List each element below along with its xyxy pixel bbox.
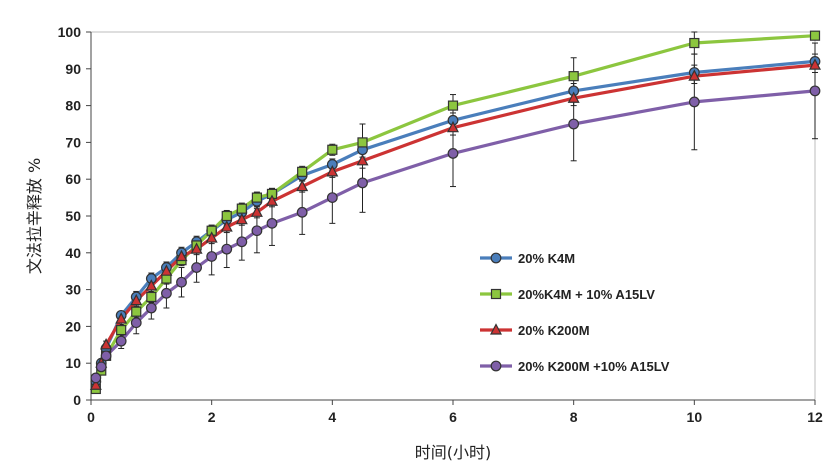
y-tick-label: 40 xyxy=(65,245,81,261)
x-tick-label: 0 xyxy=(87,409,95,425)
series-4-point xyxy=(568,118,580,130)
series-4-point xyxy=(176,276,187,288)
series-3-point xyxy=(115,312,128,324)
series-4-point xyxy=(296,206,308,218)
x-tick-label: 6 xyxy=(449,409,457,425)
series-2-point xyxy=(327,144,338,155)
series-2-point xyxy=(251,192,263,203)
series-3-point xyxy=(235,212,248,225)
series-4-point xyxy=(326,192,338,204)
legend-swatch-marker xyxy=(490,360,502,372)
series-3-point xyxy=(296,179,309,192)
series-2-point xyxy=(146,291,157,303)
series-markers xyxy=(89,30,821,395)
series-3-point xyxy=(100,338,113,350)
x-tick-label: 10 xyxy=(687,409,703,425)
x-tick-label: 12 xyxy=(807,409,823,425)
series-4-point xyxy=(809,85,821,97)
series-3-point xyxy=(220,220,233,232)
series-2-point xyxy=(297,166,308,177)
series-4-point xyxy=(447,148,459,159)
series-3-point xyxy=(266,194,278,206)
series-3-point xyxy=(688,69,701,81)
y-tick-label: 30 xyxy=(65,282,81,298)
series-4-point xyxy=(191,262,202,273)
legend-label: 20% K200M +10% A15LV xyxy=(518,359,670,374)
series-4-point xyxy=(115,335,127,347)
series-3-point xyxy=(89,378,102,390)
legend-label: 20% K4M xyxy=(518,251,575,266)
y-tick-label: 70 xyxy=(65,134,81,150)
series-2-point xyxy=(221,210,232,222)
legend: 20% K4M 20%K4M + 10% A15LV 20% K200M 20% K2… xyxy=(480,251,670,374)
x-tick-label: 8 xyxy=(570,409,578,425)
series-3-point xyxy=(809,58,821,70)
series-4-point xyxy=(130,317,142,329)
series-2-point xyxy=(447,100,459,111)
series-4-point xyxy=(100,350,112,362)
series-4-point xyxy=(236,236,248,248)
series-3-point xyxy=(250,205,263,217)
y-tick-label: 80 xyxy=(65,98,81,114)
series-4-point xyxy=(688,96,700,108)
series-4-point xyxy=(145,302,157,314)
y-tick-label: 100 xyxy=(58,24,82,40)
series-2-point xyxy=(357,137,368,148)
series-3-point xyxy=(447,120,459,133)
series-3-point xyxy=(567,91,580,103)
y-tick-label: 50 xyxy=(65,208,81,224)
series-3-point xyxy=(190,242,203,254)
legend-swatch-marker xyxy=(490,252,502,264)
series-4-point xyxy=(266,217,278,229)
series-4-point xyxy=(206,251,218,262)
series-3-point xyxy=(326,165,339,177)
series-3-point xyxy=(356,154,369,166)
series-3-point xyxy=(130,293,143,306)
series-4-point xyxy=(95,361,107,373)
series-2-point xyxy=(116,324,127,336)
legend-label: 20% K200M xyxy=(518,323,590,338)
legend-box xyxy=(470,240,760,380)
series-2-point xyxy=(236,203,247,214)
series-3-point xyxy=(145,279,158,291)
series-2-point xyxy=(568,71,579,82)
series-3-point xyxy=(160,264,173,276)
y-tick-label: 0 xyxy=(73,392,81,408)
series-4-point xyxy=(221,243,233,255)
series-4-point xyxy=(251,225,263,237)
axes: 0 10 20 30 40 50 60 70 80 90 100 0 2 4 6 8 10 12 xyxy=(58,24,823,425)
legend-swatch-marker xyxy=(490,323,502,335)
series-4-point xyxy=(90,372,102,384)
x-tick-label: 2 xyxy=(208,409,216,425)
series-2-point xyxy=(809,30,821,41)
y-tick-label: 10 xyxy=(65,355,81,371)
series-4-point xyxy=(161,287,172,299)
y-axis-title: 文法拉辛释放 % xyxy=(25,158,44,274)
series-2-point xyxy=(689,37,700,49)
legend-label: 20%K4M + 10% A15LV xyxy=(518,287,655,302)
legend-swatch-marker xyxy=(490,288,502,300)
series-3-point xyxy=(205,231,218,243)
y-tick-label: 20 xyxy=(65,318,81,334)
series-4-point xyxy=(357,177,368,189)
series-3-point xyxy=(175,249,188,262)
x-axis-title: 时间(小时) xyxy=(415,443,492,462)
x-tick-label: 4 xyxy=(328,409,336,425)
series-2-point xyxy=(131,306,142,317)
y-tick-label: 60 xyxy=(65,171,81,187)
y-tick-label: 90 xyxy=(65,61,81,77)
